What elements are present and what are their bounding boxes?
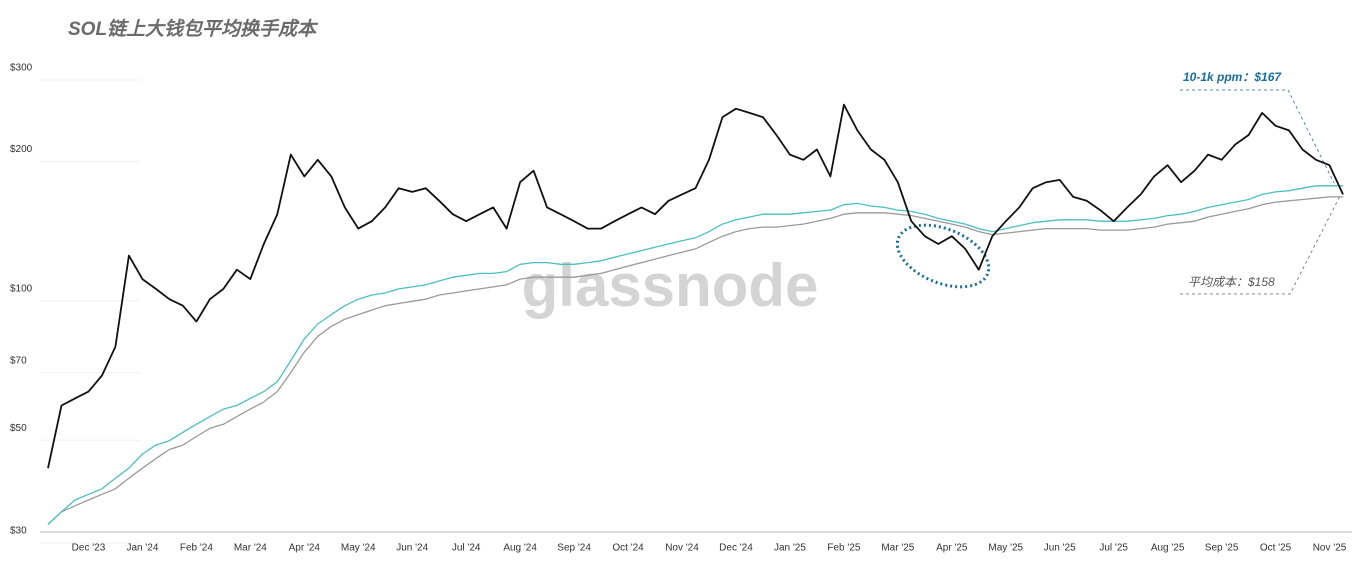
x-tick-label: Apr '24	[289, 543, 321, 554]
series-line	[47, 103, 1344, 469]
x-tick-label: Dec '24	[719, 543, 753, 554]
x-tick-label: Jul '24	[452, 543, 481, 554]
series-line	[47, 196, 1343, 525]
x-tick-label: Feb '24	[180, 543, 213, 554]
y-tick-label: $300	[10, 63, 33, 74]
x-tick-label: Jan '25	[774, 543, 806, 554]
x-tick-label: Oct '24	[612, 543, 644, 554]
x-tick-label: May '25	[988, 543, 1023, 554]
annotation-leader	[1180, 89, 1335, 184]
series-line	[47, 185, 1343, 525]
x-tick-label: Oct '25	[1260, 543, 1292, 554]
x-tick-label: Feb '25	[827, 543, 860, 554]
x-tick-label: Sep '24	[557, 543, 591, 554]
x-tick-label: Jun '24	[396, 543, 428, 554]
y-tick-label: $50	[10, 423, 27, 434]
x-tick-label: Nov '25	[1313, 543, 1347, 554]
x-tick-label: Mar '24	[234, 543, 267, 554]
annotation-leader	[1180, 195, 1341, 295]
watermark: glassnode	[522, 252, 819, 319]
x-tick-label: Aug '24	[503, 543, 537, 554]
annotation: 10-1k ppm：$167	[1183, 70, 1282, 84]
x-tick-label: Nov '24	[665, 543, 699, 554]
highlight-ellipse	[895, 223, 991, 289]
x-tick-label: Apr '25	[936, 543, 968, 554]
y-tick-label: $30	[10, 526, 27, 537]
x-tick-label: Dec '23	[72, 543, 106, 554]
chart-title: SOL链上大钱包平均换手成本	[68, 18, 319, 40]
annotation: 平均成本：$158	[1188, 275, 1275, 289]
x-tick-label: Jul '25	[1099, 543, 1128, 554]
y-tick-label: $70	[10, 355, 27, 366]
y-tick-label: $100	[10, 284, 33, 295]
x-tick-label: Sep '25	[1205, 543, 1239, 554]
x-tick-label: Jun '25	[1044, 543, 1076, 554]
y-tick-label: $200	[10, 144, 33, 155]
x-tick-label: Mar '25	[881, 543, 914, 554]
x-tick-label: Jan '24	[126, 543, 158, 554]
x-tick-label: Aug '25	[1151, 543, 1185, 554]
x-tick-label: May '24	[341, 543, 376, 554]
